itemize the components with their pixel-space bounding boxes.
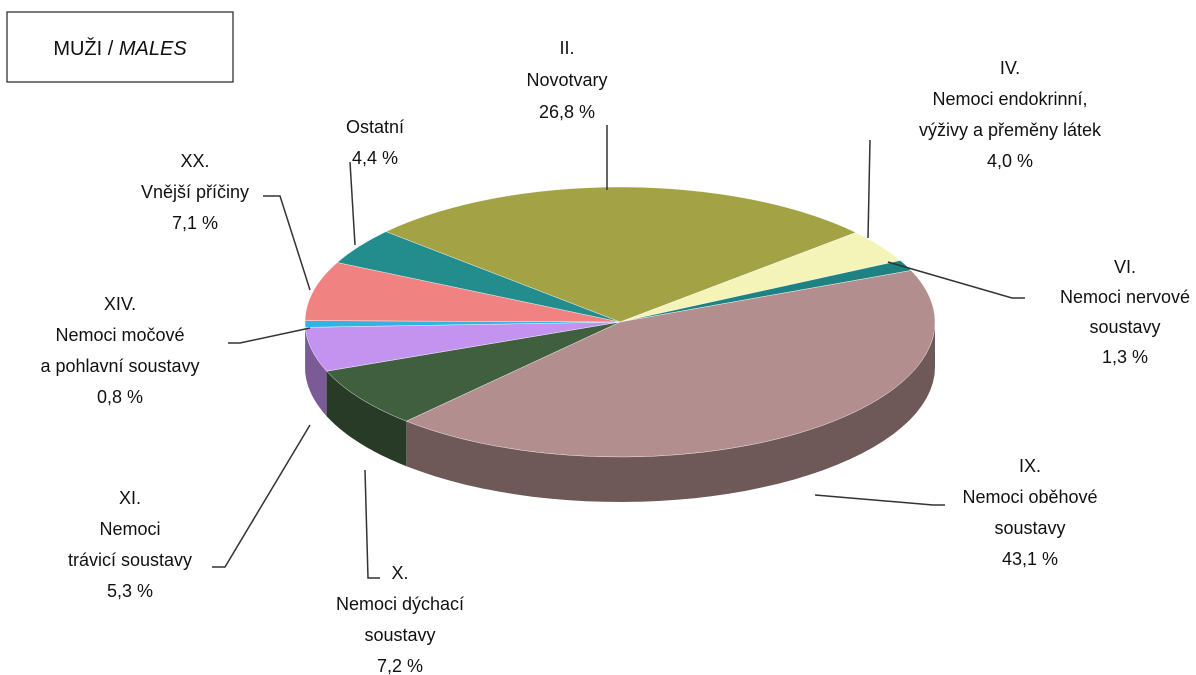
value-label: 1,3 % bbox=[1102, 347, 1148, 367]
slice-label: soustavy bbox=[1089, 317, 1160, 337]
leader-line bbox=[364, 469, 380, 579]
slice-label: Novotvary bbox=[526, 70, 607, 90]
value-label: 4,0 % bbox=[987, 151, 1033, 171]
slice-label: soustavy bbox=[994, 518, 1065, 538]
title-box bbox=[6, 11, 234, 83]
value-label: 0,8 % bbox=[97, 387, 143, 407]
leader-line bbox=[887, 261, 1025, 299]
value-label: 5,3 % bbox=[107, 581, 153, 601]
slice-label: IX. bbox=[1019, 456, 1041, 476]
pie-slice bbox=[336, 231, 621, 323]
slice-label: Vnější příčiny bbox=[141, 182, 249, 202]
slice-label: Nemoci dýchací bbox=[336, 594, 464, 614]
slice-label: trávicí soustavy bbox=[68, 550, 192, 570]
pie-side bbox=[406, 322, 935, 502]
slice-label: Nemoci nervové bbox=[1060, 287, 1190, 307]
leader-line bbox=[814, 494, 945, 506]
value-label: 43,1 % bbox=[1002, 549, 1058, 569]
leader-line bbox=[263, 195, 311, 291]
value-label: 26,8 % bbox=[539, 102, 595, 122]
slice-label: výživy a přeměny látek bbox=[919, 120, 1102, 140]
slice-label: IV. bbox=[1000, 58, 1020, 78]
title-cz: MUŽI / bbox=[53, 37, 119, 60]
slice-label: XI. bbox=[119, 488, 141, 508]
slice-label: Nemoci endokrinní, bbox=[932, 89, 1087, 109]
slice-label: X. bbox=[391, 563, 408, 583]
slice-label: soustavy bbox=[364, 625, 435, 645]
slice-label: XIV. bbox=[104, 294, 136, 314]
leader-line bbox=[349, 161, 356, 246]
slice-label: a pohlavní soustavy bbox=[40, 356, 199, 376]
pie-side bbox=[326, 371, 407, 467]
leader-line bbox=[212, 424, 311, 568]
labels: II. Novotvary 26,8 % IV. Nemoci endokrinní, v… bbox=[40, 38, 1190, 675]
leader-line bbox=[228, 327, 311, 344]
slice-label: Ostatní bbox=[346, 117, 404, 137]
pie-side bbox=[305, 327, 327, 417]
value-label: 7,2 % bbox=[377, 656, 423, 675]
pie-slice bbox=[326, 321, 621, 422]
slice-label: VI. bbox=[1114, 257, 1136, 277]
pie-sides bbox=[305, 322, 935, 502]
slice-label: II. bbox=[559, 38, 574, 58]
slice-label: Nemoci bbox=[99, 519, 160, 539]
pie-slice bbox=[385, 186, 857, 323]
value-label: 4,4 % bbox=[352, 148, 398, 168]
pie-tops bbox=[304, 186, 936, 458]
value-label: 7,1 % bbox=[172, 213, 218, 233]
slice-label: XX. bbox=[180, 151, 209, 171]
slice-label: Nemoci močové bbox=[55, 325, 184, 345]
chart-title: MUŽI / MALES bbox=[53, 37, 187, 60]
slice-label: Nemoci oběhové bbox=[962, 487, 1097, 507]
leader-line bbox=[867, 139, 871, 239]
title-en: MALES bbox=[119, 38, 187, 60]
pie-slice bbox=[304, 262, 621, 323]
pie-slice bbox=[405, 270, 936, 458]
